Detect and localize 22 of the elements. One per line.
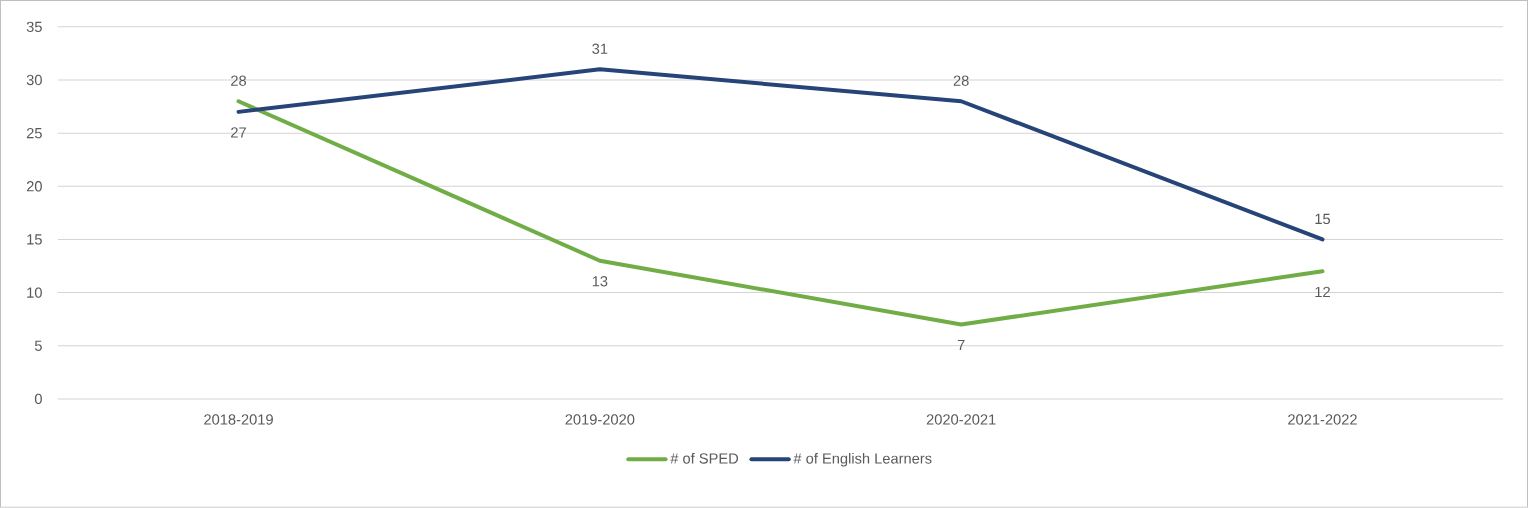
- legend-label: # of English Learners: [793, 453, 932, 467]
- y-tick-label: 20: [26, 181, 42, 192]
- legend-label: # of SPED: [670, 453, 739, 464]
- data-label: 27: [231, 127, 246, 138]
- x-tick-label: 2021-2022: [1288, 414, 1357, 425]
- data-label: 12: [1315, 286, 1330, 298]
- data-label: 15: [1315, 213, 1331, 225]
- y-tick-label: 25: [26, 128, 42, 139]
- x-tick-label: 2020-2021: [926, 414, 996, 425]
- data-label: 31: [592, 43, 608, 55]
- y-tick-label: 0: [34, 393, 42, 405]
- data-label: 7: [957, 340, 965, 351]
- y-tick-label: 5: [34, 340, 42, 351]
- x-tick-label: 2018-2019: [204, 414, 273, 425]
- y-tick-label: 15: [27, 234, 42, 245]
- y-tick-label: 35: [26, 21, 42, 33]
- x-tick-label: 2019-2020: [565, 414, 635, 425]
- y-tick-label: 30: [26, 74, 42, 86]
- data-label: 28: [953, 75, 969, 86]
- data-label: 13: [592, 276, 608, 287]
- y-tick-label: 10: [27, 287, 42, 298]
- data-label: 28: [231, 75, 247, 86]
